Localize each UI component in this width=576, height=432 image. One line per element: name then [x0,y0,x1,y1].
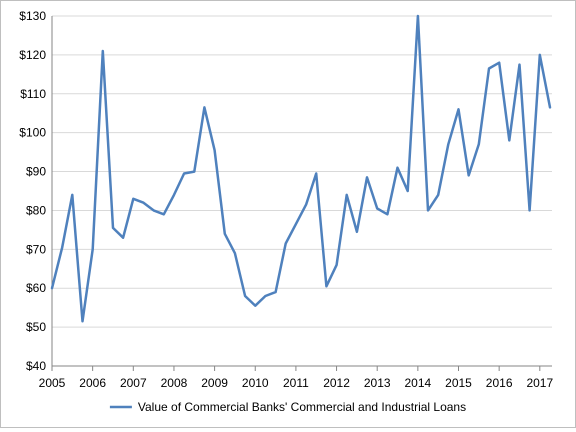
series-line [50,14,552,323]
legend-label: Value of Commercial Banks' Commercial an… [138,400,466,414]
y-tick-label: $120 [19,48,46,62]
x-tick-label: 2015 [445,376,472,390]
x-tick-label: 2012 [323,376,350,390]
y-tick-label: $110 [20,87,46,101]
x-tick-label: 2016 [486,376,513,390]
y-tick-label: $60 [26,281,46,295]
y-tick-label: $80 [26,203,46,217]
y-tick-label: $70 [26,242,46,256]
y-tick-label: $100 [19,126,46,140]
x-tick-label: 2011 [283,376,309,390]
x-tick-label: 2007 [120,376,147,390]
y-tick-label: $90 [26,165,46,179]
x-tick-label: 2005 [39,376,66,390]
x-tick-label: 2008 [161,376,188,390]
x-tick-label: 2006 [79,376,106,390]
y-tick-label: $50 [26,320,46,334]
x-tick-label: 2017 [526,376,553,390]
x-tick-label: 2010 [242,376,269,390]
x-tick-label: 2014 [405,376,432,390]
y-tick-label: $130 [19,9,46,23]
y-tick-label: $40 [26,359,46,373]
x-tick-label: 2009 [201,376,228,390]
x-tick-label: 2013 [364,376,391,390]
